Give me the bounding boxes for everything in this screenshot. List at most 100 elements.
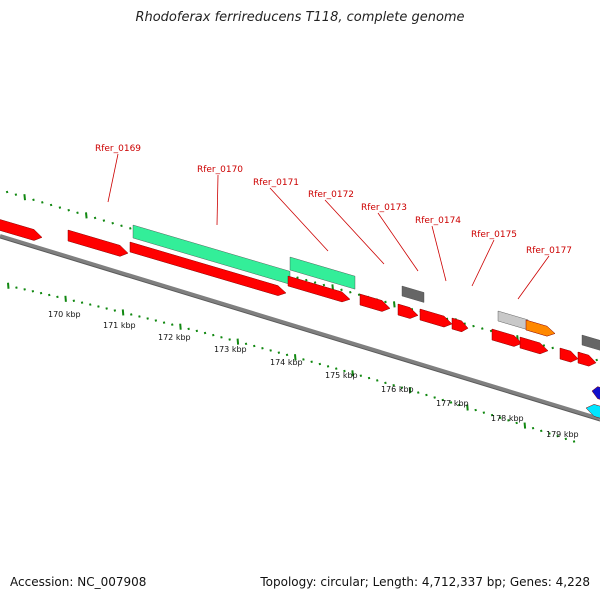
inner-minor-tick — [228, 338, 231, 341]
map-title: Rhodoferax ferrireducens T118, complete … — [135, 10, 465, 25]
cds-arrow — [129, 241, 287, 296]
inner-major-tick — [121, 309, 125, 316]
genome-backbone — [0, 234, 600, 422]
inner-minor-tick — [425, 393, 428, 397]
gene-leader-line — [107, 153, 119, 203]
inner-minor-tick — [572, 440, 576, 443]
inner-minor-tick — [310, 360, 313, 363]
inner-major-tick — [7, 282, 10, 289]
inner-minor-tick — [48, 293, 51, 297]
outer-minor-tick — [349, 290, 352, 294]
inner-minor-tick — [146, 317, 149, 320]
inner-major-tick — [236, 338, 240, 345]
ruler-label: 171 kbp — [103, 321, 136, 330]
inner-major-tick — [64, 295, 67, 302]
gene-leader-line — [517, 255, 550, 300]
inner-minor-tick — [548, 432, 551, 435]
ruler-label: 170 kbp — [48, 310, 81, 319]
inner-minor-tick — [39, 291, 43, 295]
inner-minor-tick — [56, 295, 59, 299]
inner-minor-tick — [474, 408, 477, 412]
inner-minor-tick — [556, 434, 559, 438]
inner-minor-tick — [359, 374, 363, 377]
inner-minor-tick — [507, 419, 510, 422]
feature-track — [0, 219, 600, 419]
cds-arrow — [451, 317, 469, 333]
inner-minor-tick — [326, 365, 330, 368]
inner-minor-tick — [31, 290, 35, 293]
outer-minor-tick — [14, 193, 18, 196]
backbone-line — [0, 234, 600, 421]
outer-minor-tick — [93, 216, 97, 220]
inner-minor-tick — [285, 353, 289, 357]
outer-minor-tick — [595, 358, 598, 362]
gene-leader-line — [471, 239, 495, 287]
gene-label: Rfer_0177 — [526, 246, 572, 256]
cds-arrow — [287, 275, 351, 303]
inner-minor-tick — [400, 386, 404, 389]
inner-major-tick — [179, 323, 182, 330]
outer-minor-tick — [67, 208, 70, 212]
inner-major-tick — [408, 387, 412, 394]
inner-minor-tick — [195, 329, 199, 333]
inner-major-tick — [523, 422, 527, 429]
gene-label: Rfer_0174 — [415, 216, 461, 226]
inner-minor-tick — [417, 391, 420, 394]
outer-minor-tick — [5, 190, 9, 194]
outer-major-tick — [85, 212, 88, 219]
inner-major-tick — [466, 404, 469, 411]
ruler-label: 177 kbp — [436, 399, 469, 408]
inner-minor-tick — [244, 342, 248, 346]
inner-minor-tick — [376, 379, 379, 382]
ruler-label: 175 kbp — [325, 371, 358, 380]
inner-minor-tick — [113, 309, 117, 312]
outer-major-tick — [393, 301, 396, 308]
inner-minor-tick — [138, 315, 141, 318]
cds-arrow — [419, 308, 453, 328]
inner-minor-tick — [187, 327, 190, 331]
inner-minor-tick — [458, 403, 461, 407]
ruler-labels: 170 kbp 171 kbp 172 kbp 173 kbp 174 kbp 175 k… — [48, 310, 579, 439]
inner-minor-tick — [449, 401, 453, 404]
outer-minor-tick — [481, 327, 484, 330]
ruler-label: 179 kbp — [546, 430, 579, 439]
gene-label: Rfer_0169 — [95, 144, 141, 154]
genome-summary: Topology: circular; Length: 4,712,337 bp… — [260, 575, 590, 589]
gene-labels: Rfer_0169 Rfer_0170 Rfer_0171 Rfer_0172 Rfer… — [95, 144, 572, 256]
pseudo-block — [401, 285, 425, 303]
inner-minor-tick — [277, 351, 281, 354]
outer-minor-tick — [32, 198, 35, 202]
inner-minor-tick — [171, 323, 174, 326]
outer-minor-tick — [305, 278, 308, 282]
pseudo-block — [581, 334, 600, 351]
inner-minor-tick — [261, 346, 264, 350]
outer-minor-tick — [41, 201, 44, 204]
inner-minor-tick — [130, 313, 133, 316]
gene-label: Rfer_0175 — [471, 230, 517, 240]
gene-label: Rfer_0171 — [253, 178, 299, 188]
gene-leader-line — [377, 212, 419, 272]
cds-arrow — [519, 336, 549, 355]
outer-minor-tick — [58, 206, 62, 209]
inner-minor-tick — [89, 303, 92, 306]
inner-minor-tick — [335, 367, 338, 370]
inner-minor-tick — [162, 321, 166, 324]
ruler-label: 176 kbp — [381, 385, 414, 394]
gene-label: Rfer_0170 — [197, 165, 243, 175]
inner-minor-tick — [367, 376, 371, 380]
inner-minor-tick — [318, 362, 322, 366]
gene-leader-line — [324, 199, 385, 265]
accession-label: Accession: NC_007908 — [10, 575, 147, 589]
outer-minor-tick — [313, 281, 317, 284]
misc-block — [497, 310, 529, 331]
outer-minor-tick — [472, 324, 475, 328]
gene-leader-line — [431, 225, 447, 282]
outer-minor-tick — [129, 227, 132, 230]
inner-minor-tick — [499, 416, 502, 419]
inner-minor-tick — [212, 333, 215, 337]
cyan-arrow — [585, 404, 600, 419]
cds-arrow — [577, 351, 597, 367]
outer-minor-tick — [322, 283, 326, 287]
inner-minor-tick — [80, 301, 84, 304]
outer-minor-tick — [489, 329, 493, 333]
